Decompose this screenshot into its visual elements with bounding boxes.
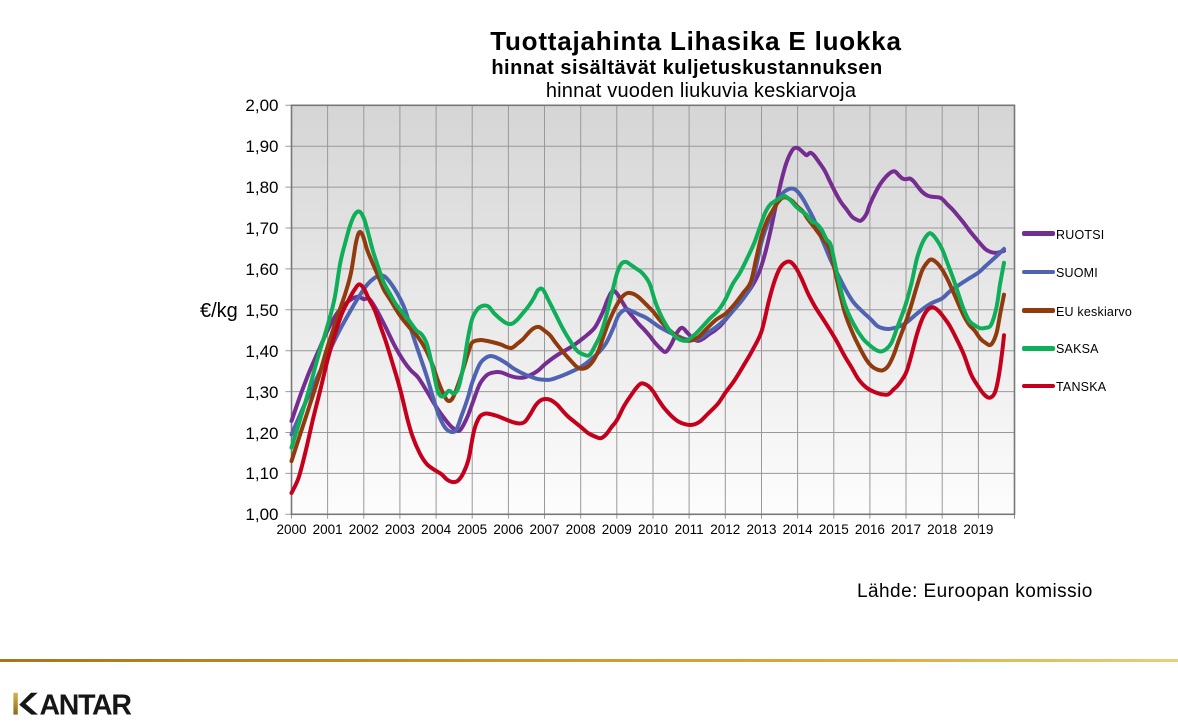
svg-text:ANTAR: ANTAR [40,690,132,722]
